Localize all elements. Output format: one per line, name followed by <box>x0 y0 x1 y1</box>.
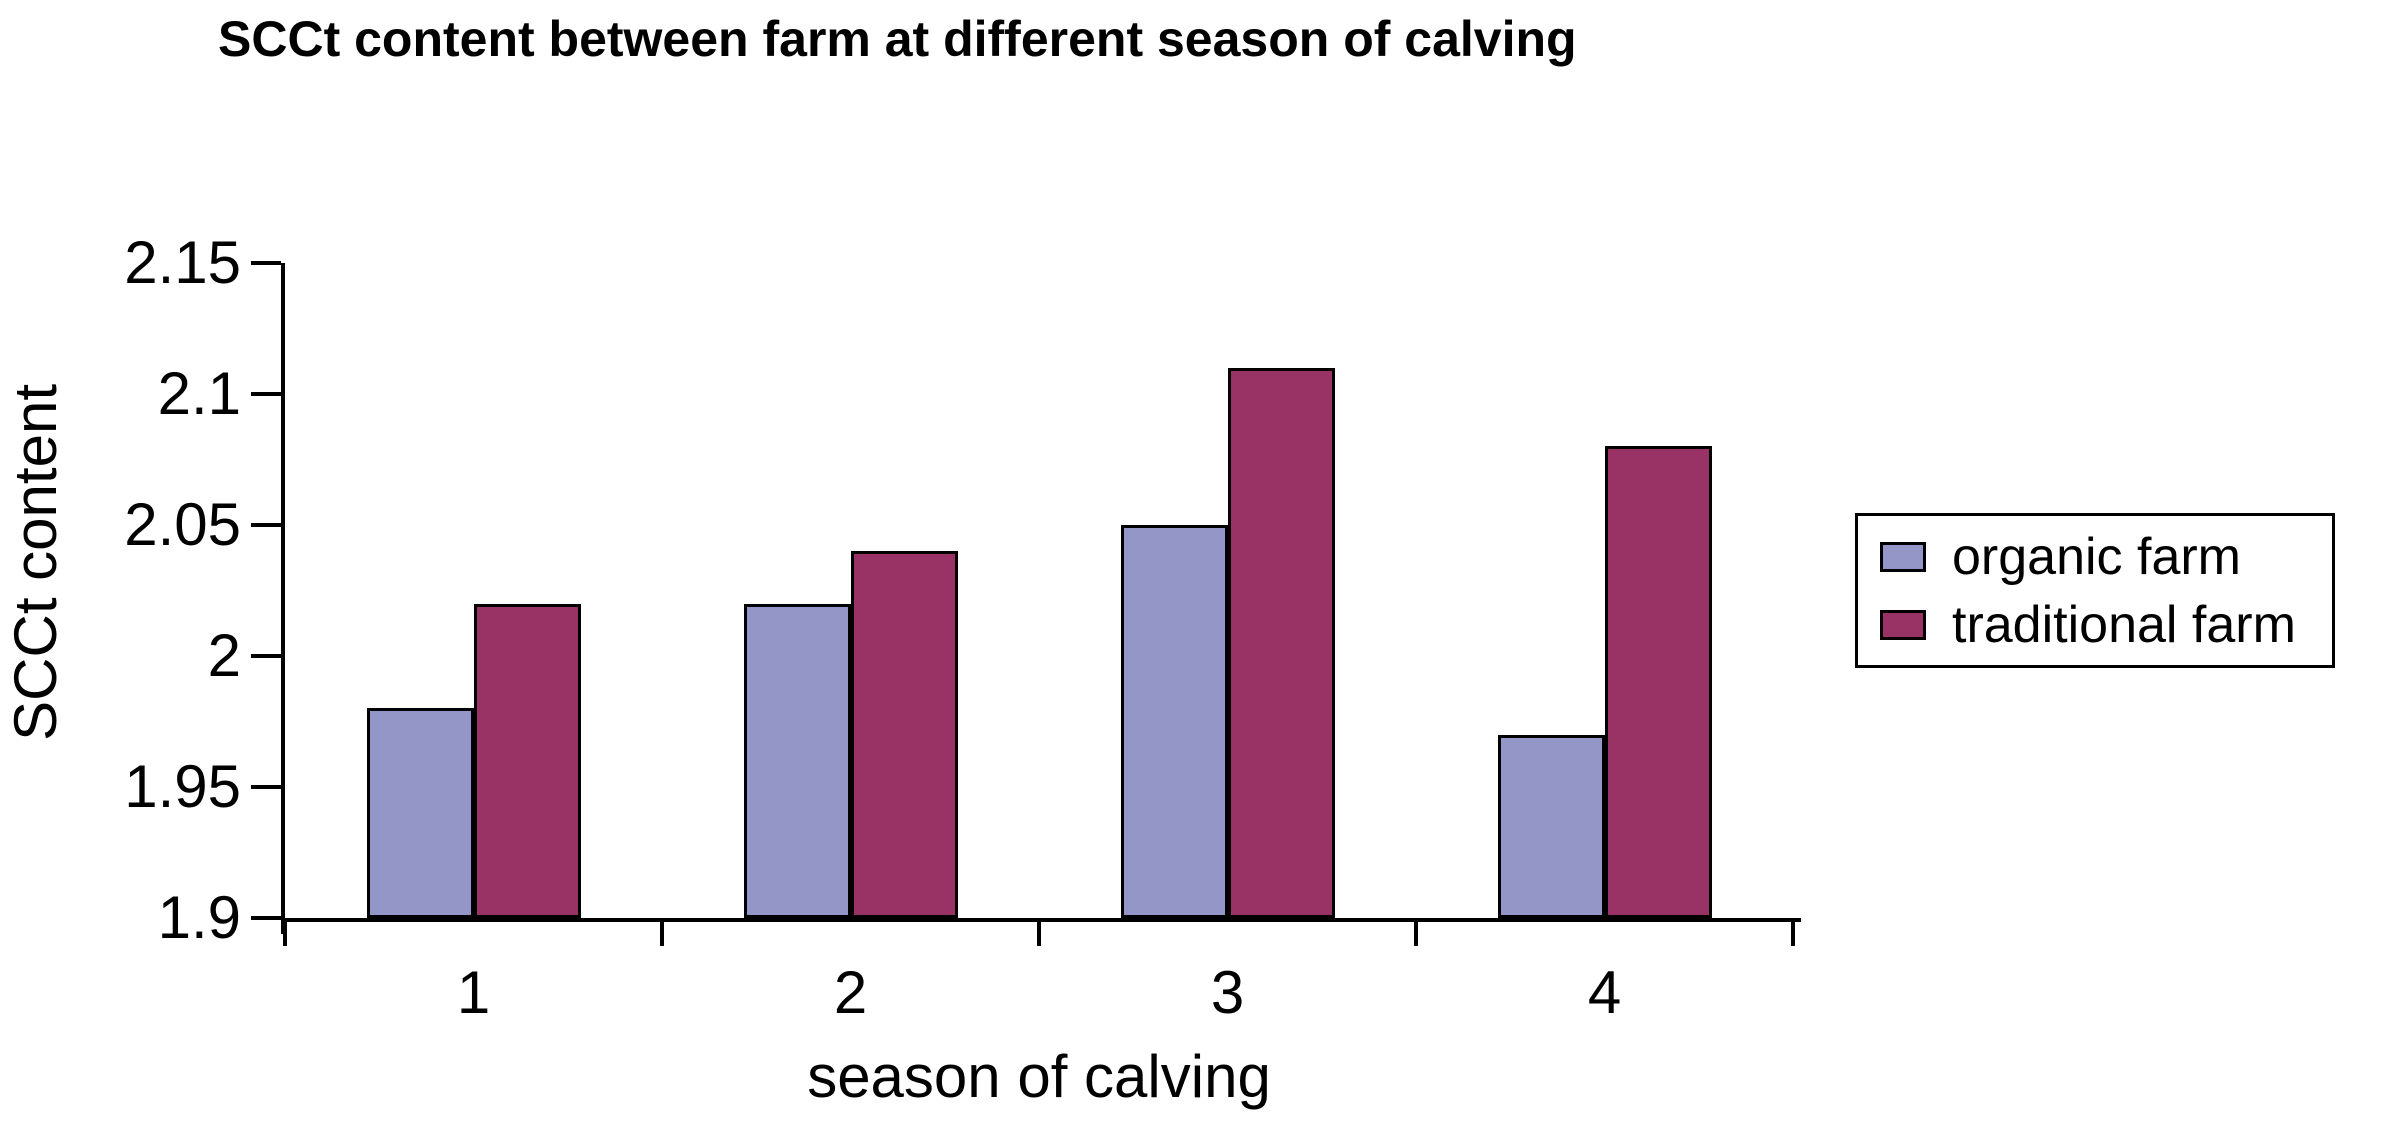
y-axis-line <box>281 263 285 934</box>
y-axis-title: SCCt content <box>1 384 69 741</box>
bar-organic-farm <box>1497 735 1605 918</box>
y-tick-label: 1.9 <box>157 884 241 951</box>
x-tick-mark <box>1414 922 1418 946</box>
y-tick-label: 2.15 <box>124 229 241 296</box>
y-tick-mark <box>251 916 281 920</box>
legend-item: traditional farm <box>1880 596 2332 654</box>
bar-traditional-farm <box>1227 368 1335 918</box>
bar-organic-farm <box>1120 525 1228 918</box>
y-tick-mark <box>251 392 281 396</box>
y-axis-title-box: SCCt content <box>0 0 70 1125</box>
y-tick-mark <box>251 261 281 265</box>
y-tick-mark <box>251 523 281 527</box>
bar-traditional-farm <box>1604 446 1712 918</box>
y-tick-label: 2.05 <box>124 491 241 558</box>
y-tick-label: 2.1 <box>157 360 241 427</box>
legend-label: traditional farm <box>1952 595 2296 654</box>
x-category-label: 1 <box>456 959 491 1026</box>
bar-organic-farm <box>366 708 474 918</box>
x-tick-mark <box>660 922 664 946</box>
legend-swatch-icon <box>1880 541 1926 572</box>
y-tick-mark <box>251 785 281 789</box>
x-category-label: 3 <box>1210 959 1245 1026</box>
x-tick-mark <box>283 922 287 946</box>
bar-traditional-farm <box>473 604 581 918</box>
y-tick-label: 2 <box>207 622 241 689</box>
legend-label: organic farm <box>1952 527 2241 586</box>
chart-title: SCCt content between farm at different s… <box>218 11 1577 67</box>
bar-traditional-farm <box>850 551 958 918</box>
x-tick-mark <box>1791 922 1795 946</box>
plot-area: 2.15 2.1 2.05 2 1.95 1.9 1 2 3 4 <box>124 232 1801 1026</box>
x-axis-title: season of calving <box>807 1043 1271 1110</box>
x-category-label: 4 <box>1587 959 1622 1026</box>
y-tick-mark <box>251 654 281 658</box>
y-tick-label: 1.95 <box>124 753 241 820</box>
x-tick-mark <box>1037 922 1041 946</box>
legend-swatch-icon <box>1880 609 1926 640</box>
bar-organic-farm <box>743 604 851 918</box>
legend: organic farm traditional farm <box>1855 513 2335 668</box>
x-category-label: 2 <box>833 959 868 1026</box>
legend-item: organic farm <box>1880 528 2332 586</box>
x-axis-line <box>281 918 1801 922</box>
